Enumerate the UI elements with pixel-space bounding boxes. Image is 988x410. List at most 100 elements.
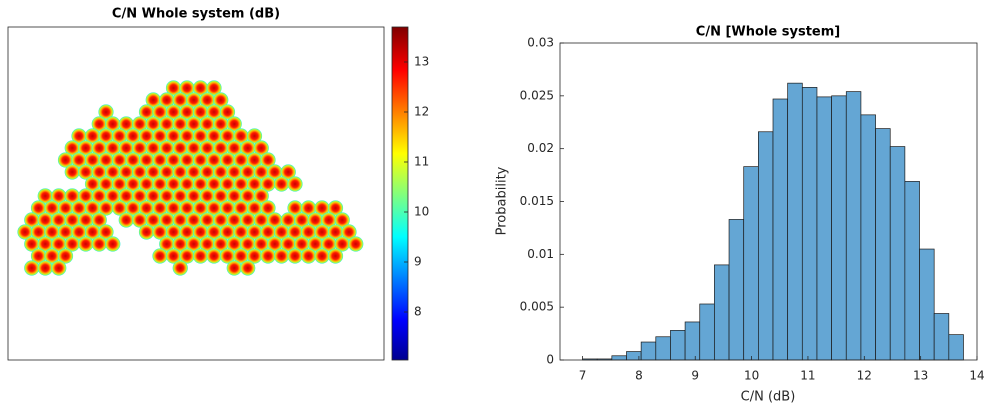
beam [199, 140, 215, 156]
beam [186, 92, 202, 108]
y-tick-label: 0.015 [520, 194, 554, 208]
beam [98, 128, 114, 144]
beam [84, 152, 101, 168]
y-tick-label: 0.03 [527, 36, 554, 50]
beam [273, 248, 290, 264]
beam [287, 176, 303, 192]
beam [213, 92, 229, 108]
beam [111, 128, 128, 144]
beam [159, 92, 175, 108]
colorbar [391, 26, 409, 361]
beam [51, 188, 67, 204]
beam [17, 224, 33, 240]
beam [260, 248, 276, 264]
beam [240, 212, 256, 228]
beam [91, 188, 107, 204]
bar [640, 341, 657, 361]
beam [152, 128, 168, 144]
beam [172, 164, 188, 180]
beam [213, 164, 229, 180]
beam [192, 80, 209, 96]
beam [172, 236, 188, 252]
beam [253, 236, 269, 252]
beam [192, 176, 209, 192]
beam [37, 188, 53, 204]
x-tick-label: 11 [800, 369, 815, 383]
beam [152, 152, 168, 168]
beam [172, 260, 188, 276]
beam [314, 200, 330, 216]
x-tick-label: 14 [969, 369, 984, 383]
bar [714, 264, 730, 361]
beam [341, 224, 357, 240]
map-title: C/N Whole system (dB) [112, 7, 280, 22]
beam [132, 116, 148, 132]
beam [172, 92, 188, 108]
beam [98, 200, 114, 216]
bar [816, 96, 832, 361]
beam [165, 152, 182, 168]
beam [294, 212, 310, 228]
beam [287, 248, 303, 264]
beam [179, 80, 195, 96]
beam [165, 176, 182, 192]
beam [138, 224, 155, 240]
beam [91, 212, 107, 228]
beam [192, 128, 209, 144]
beam [199, 164, 215, 180]
y-tick-label: 0.005 [520, 300, 554, 314]
beam [159, 140, 175, 156]
beam [179, 200, 195, 216]
beam [138, 152, 155, 168]
bar [948, 334, 964, 361]
beam [118, 188, 134, 204]
beam [253, 140, 269, 156]
bar [845, 91, 862, 361]
beam [253, 164, 269, 180]
beam [105, 236, 121, 252]
beam [199, 212, 215, 228]
y-tick-label: 0.02 [527, 141, 554, 155]
x-tick-label: 12 [857, 369, 872, 383]
beam [24, 236, 40, 252]
beam [260, 152, 276, 168]
beam [246, 200, 263, 216]
beam [206, 200, 222, 216]
beam [246, 152, 263, 168]
bar [831, 95, 847, 361]
beam [64, 212, 80, 228]
beam [199, 116, 215, 132]
beam [57, 200, 74, 216]
beam [138, 176, 155, 192]
bar [611, 355, 627, 361]
beam [165, 200, 182, 216]
beam [226, 260, 242, 276]
beam [179, 152, 195, 168]
beam [206, 248, 222, 264]
beam [159, 116, 175, 132]
beam [78, 140, 94, 156]
beam [179, 104, 195, 120]
beam [159, 164, 175, 180]
beam [267, 164, 283, 180]
beam [186, 212, 202, 228]
beam [152, 224, 168, 240]
beam [233, 200, 249, 216]
beam [226, 188, 242, 204]
beam [91, 164, 107, 180]
beam [138, 200, 155, 216]
beam [206, 152, 222, 168]
beam [213, 188, 229, 204]
beam [240, 140, 256, 156]
beam [159, 188, 175, 204]
beam [287, 200, 303, 216]
beam [219, 200, 236, 216]
beam [240, 236, 256, 252]
y-tick-label: 0.025 [520, 88, 554, 102]
beam [321, 236, 337, 252]
beam [78, 188, 94, 204]
beam [246, 176, 263, 192]
beam [57, 224, 74, 240]
beam [138, 104, 155, 120]
